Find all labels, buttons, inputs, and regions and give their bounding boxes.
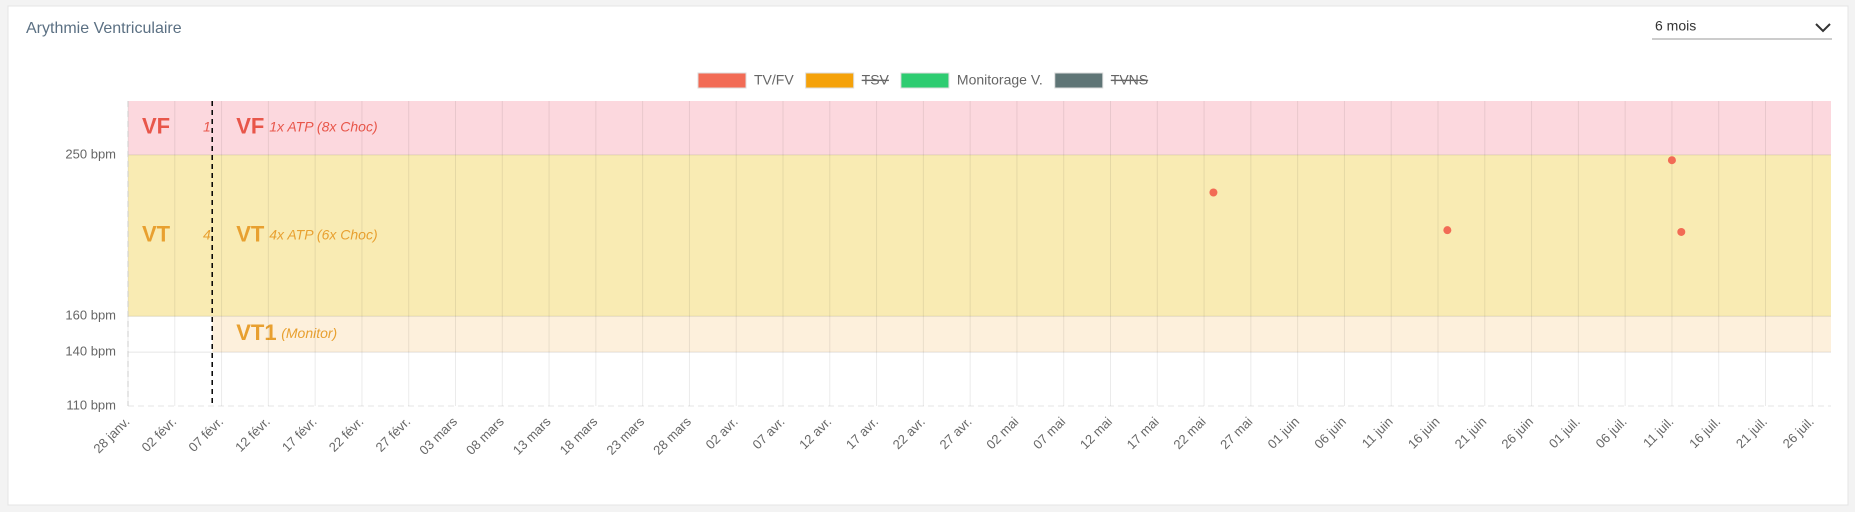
card-title: Arythmie Ventriculaire <box>26 20 182 37</box>
y-tick-label: 250 bpm <box>65 146 116 161</box>
zone-note: 4x ATP (6x Choc) <box>269 226 377 242</box>
zone-label: VT1 <box>236 320 276 345</box>
y-tick-label: 140 bpm <box>65 344 116 359</box>
data-point <box>1443 226 1452 235</box>
data-point <box>1667 156 1676 165</box>
period-value[interactable]: 6 mois <box>1655 18 1696 34</box>
legend-label[interactable]: TSV <box>862 72 890 88</box>
zone-band <box>212 316 1832 353</box>
zone-note: (Monitor) <box>281 325 337 341</box>
y-tick-label: 110 bpm <box>66 397 116 412</box>
period-select[interactable]: 6 mois <box>1652 18 1832 40</box>
y-tick-label: 160 bpm <box>65 308 116 323</box>
data-point <box>1677 227 1686 236</box>
legend-label[interactable]: TVNS <box>1111 72 1148 88</box>
legend-swatch <box>1054 72 1104 89</box>
legend-swatch <box>805 72 855 89</box>
legend-swatch <box>697 72 747 89</box>
zone-label: VF <box>236 114 264 139</box>
zone-label: VF <box>142 114 170 139</box>
zone-band <box>128 154 1831 317</box>
dropdown-arrow[interactable] <box>1815 23 1831 33</box>
zone-count: 4. <box>203 226 215 242</box>
legend-label[interactable]: TV/FV <box>754 72 794 88</box>
zone-band <box>128 101 1831 155</box>
data-point <box>1209 188 1218 197</box>
zone-label: VT <box>236 221 265 246</box>
zone-label: VT <box>142 221 171 246</box>
legend-swatch <box>900 72 950 89</box>
zone-count: 1. <box>203 119 215 135</box>
legend-label[interactable]: Monitorage V. <box>957 72 1043 88</box>
zone-note: 1x ATP (8x Choc) <box>269 119 377 135</box>
